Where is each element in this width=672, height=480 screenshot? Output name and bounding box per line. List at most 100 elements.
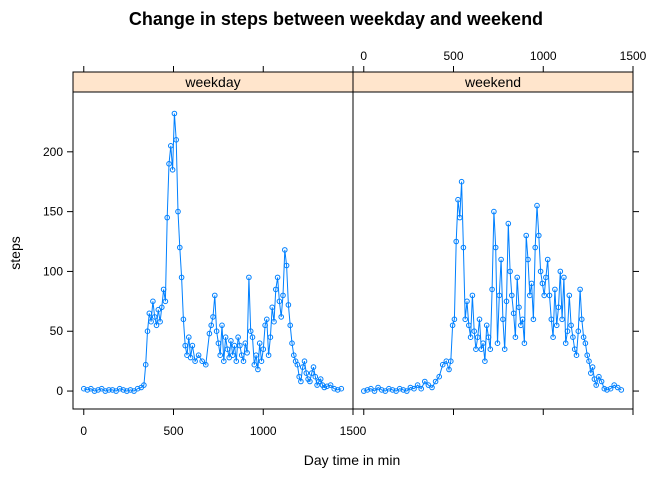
data-point-weekday <box>324 383 330 390</box>
data-point-weekend <box>478 346 485 353</box>
data-point-weekend <box>553 322 560 329</box>
panel-weekend: weekend 0 500 1000 1500 <box>352 49 647 415</box>
data-point-weekday <box>192 358 198 365</box>
series-line-weekday <box>83 113 342 392</box>
data-point-weekday <box>189 342 196 349</box>
data-point-weekday <box>180 316 187 323</box>
data-point-weekend <box>596 373 602 380</box>
data-point-weekend <box>429 384 435 391</box>
data-point-weekday <box>331 385 338 392</box>
data-point-weekend <box>414 382 421 388</box>
data-point-weekend <box>570 334 576 341</box>
y-tick-label: 150 <box>43 205 63 219</box>
data-point-weekday <box>240 358 247 365</box>
data-point-weekday <box>124 388 130 394</box>
data-point-weekday <box>308 370 315 376</box>
data-point-weekday <box>160 286 167 293</box>
data-point-weekday <box>109 387 116 393</box>
data-point-weekday <box>246 274 252 281</box>
data-point-weekday <box>102 388 109 394</box>
data-point-weekday <box>291 352 297 359</box>
data-point-weekend <box>396 385 403 392</box>
data-point-weekend <box>460 244 467 251</box>
data-point-weekday <box>199 358 205 365</box>
data-point-weekday <box>173 137 179 143</box>
data-point-weekday <box>312 373 319 380</box>
data-point-weekend <box>449 322 456 329</box>
data-point-weekend <box>568 322 574 329</box>
data-point-weekday <box>280 292 286 299</box>
data-point-weekday <box>303 370 310 376</box>
data-point-weekday <box>171 110 178 117</box>
data-point-weekend <box>516 304 522 311</box>
data-point-weekend <box>519 316 526 323</box>
data-point-weekday <box>269 304 276 311</box>
data-point-weekend <box>364 387 371 393</box>
data-point-weekend <box>467 334 474 341</box>
data-point-weekend <box>448 358 454 365</box>
data-point-weekend <box>525 256 531 263</box>
data-point-weekend <box>505 220 512 227</box>
data-point-weekend <box>604 387 610 393</box>
data-point-weekday <box>285 302 292 308</box>
data-point-weekday <box>142 361 149 368</box>
data-point-weekend <box>541 292 548 299</box>
data-point-weekend <box>571 346 578 353</box>
data-point-weekday <box>296 373 303 380</box>
y-axis-label: steps <box>7 236 23 269</box>
x-tick-label: 0 <box>360 49 367 63</box>
data-point-weekday <box>212 292 218 299</box>
data-point-weekday <box>273 286 279 293</box>
data-point-weekday <box>317 376 324 382</box>
data-point-weekend <box>400 387 407 393</box>
y-tick-label: 0 <box>56 384 63 398</box>
x-tick-label: 1500 <box>340 424 367 438</box>
data-point-weekend <box>561 274 567 281</box>
data-point-weekend <box>598 378 605 385</box>
data-point-weekend <box>407 384 414 391</box>
y-tick-label: 100 <box>43 264 63 278</box>
data-point-weekend <box>528 280 535 287</box>
x-tick-label: 500 <box>443 49 463 63</box>
data-point-weekend <box>512 334 519 341</box>
data-point-weekday <box>178 274 185 281</box>
data-point-weekend <box>482 358 488 365</box>
data-point-weekday <box>244 350 250 356</box>
data-point-weekend <box>457 214 463 221</box>
data-point-weekend <box>534 202 540 209</box>
data-point-weekday <box>148 318 154 325</box>
data-point-weekday <box>256 340 263 347</box>
chart-title: Change in steps between weekday and week… <box>129 9 543 29</box>
data-point-weekend <box>527 292 533 299</box>
data-point-weekend <box>469 292 476 299</box>
data-point-weekday <box>251 361 258 368</box>
data-point-weekend <box>548 316 555 323</box>
data-point-weekday <box>162 298 169 305</box>
data-point-weekend <box>591 376 598 382</box>
data-point-weekday <box>233 358 240 365</box>
data-point-weekday <box>134 385 141 392</box>
data-point-weekday <box>310 364 317 370</box>
data-point-weekend <box>584 352 591 359</box>
x-tick-label: 1000 <box>530 49 557 63</box>
data-point-weekday <box>235 334 241 341</box>
data-point-weekend <box>485 334 492 341</box>
data-point-weekday <box>287 322 294 329</box>
data-point-weekend <box>607 385 614 392</box>
data-point-weekday <box>187 354 194 361</box>
data-point-weekday <box>247 328 254 335</box>
data-point-weekend <box>466 322 472 329</box>
data-point-weekday <box>168 143 174 149</box>
data-point-weekend <box>411 385 417 392</box>
data-point-weekday <box>334 387 341 393</box>
data-point-weekend <box>539 280 546 287</box>
data-point-weekday <box>127 387 134 393</box>
data-point-weekday <box>278 314 285 320</box>
data-point-weekend <box>507 268 513 275</box>
data-point-weekend <box>462 316 469 323</box>
data-point-weekday <box>262 322 268 329</box>
data-point-weekend <box>532 244 539 251</box>
strip-label-weekend: weekend <box>464 74 521 90</box>
data-point-weekend <box>386 385 392 392</box>
